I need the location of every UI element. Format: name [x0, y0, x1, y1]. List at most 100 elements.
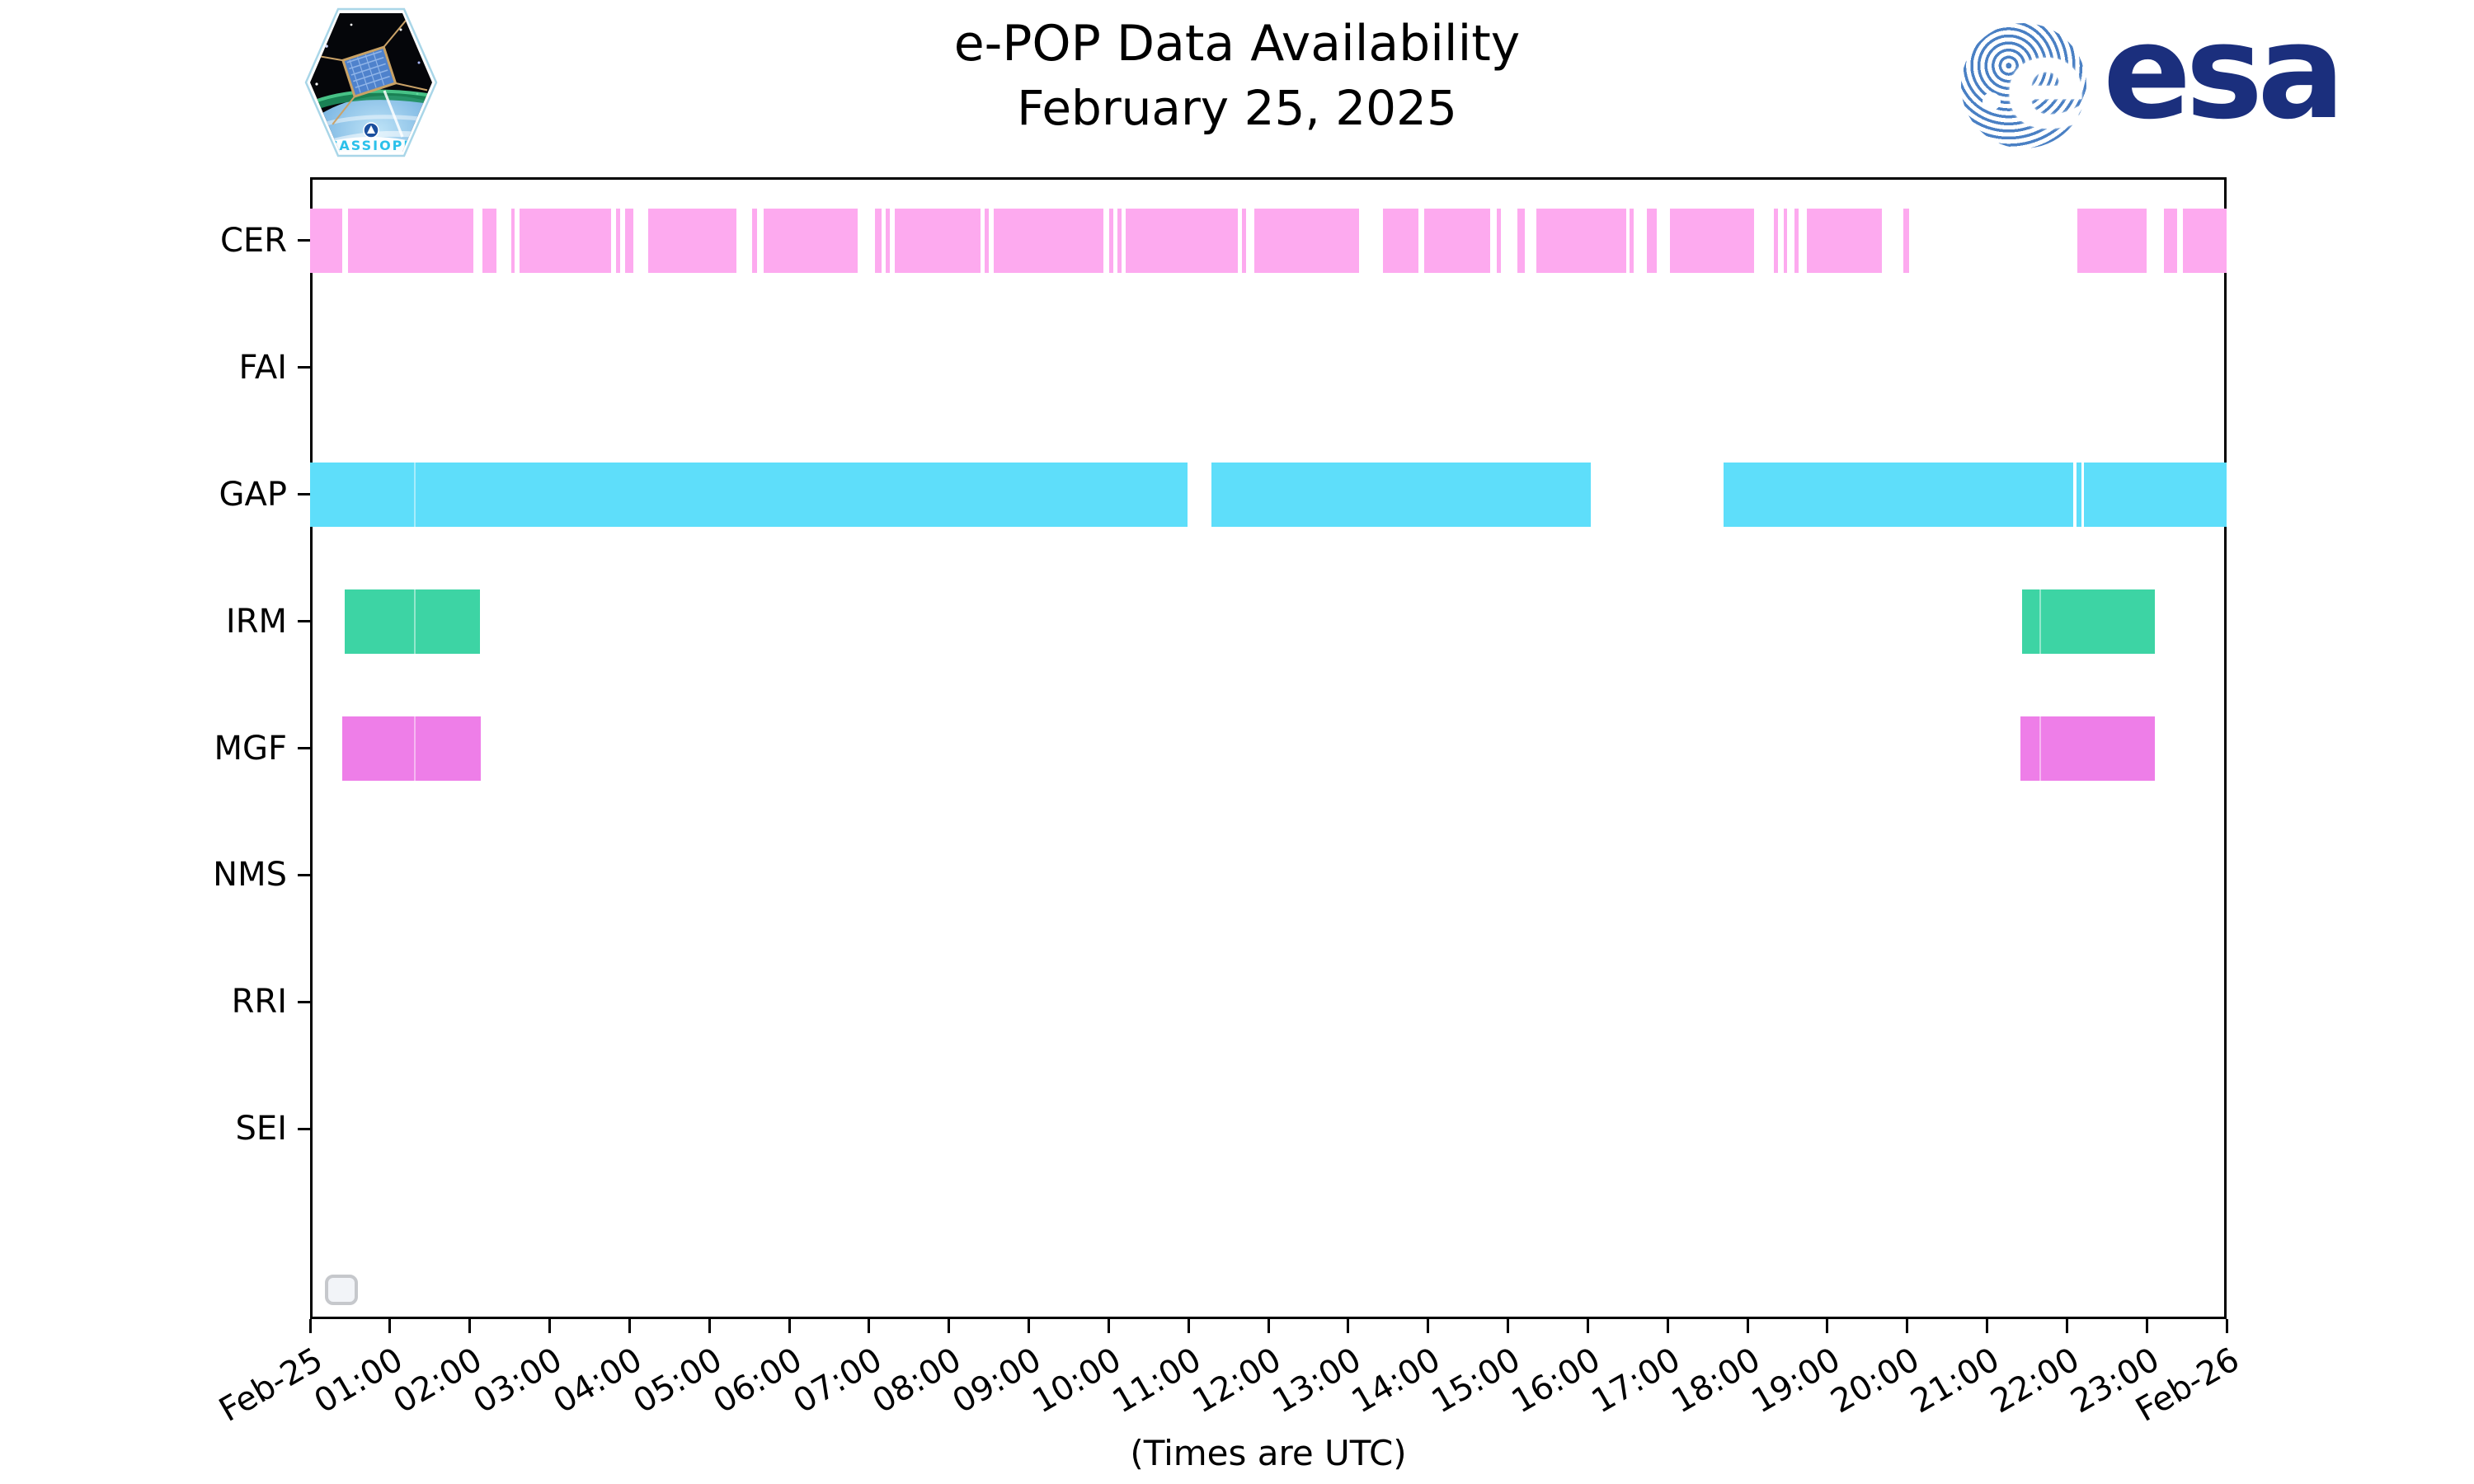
- x-tick-mark: [1187, 1319, 1190, 1333]
- segment-seam: [2039, 716, 2042, 781]
- x-tick-label: 15:00: [1425, 1341, 1527, 1421]
- availability-segment-CER: [625, 208, 634, 273]
- availability-segment-MGF: [2040, 716, 2155, 781]
- availability-segment-IRM: [414, 589, 481, 654]
- y-tick-mark: [298, 620, 310, 623]
- x-tick-mark: [1267, 1319, 1270, 1333]
- availability-segment-CER: [1242, 208, 1246, 273]
- availability-segment-CER: [1773, 208, 1778, 273]
- availability-segment-CER: [482, 208, 496, 273]
- availability-segment-CER: [1646, 208, 1657, 273]
- availability-segment-CER: [1117, 208, 1122, 273]
- availability-segment-GAP: [1211, 462, 1592, 527]
- x-tick-mark: [2225, 1319, 2228, 1333]
- x-tick-mark: [788, 1319, 791, 1333]
- y-tick-mark: [298, 1127, 310, 1130]
- cassiope-mission-patch: CASSIOPE: [304, 7, 438, 157]
- availability-segment-IRM: [344, 589, 415, 654]
- patch-satellite: [311, 17, 428, 125]
- esa-globe-e: e: [2004, 13, 2088, 157]
- y-tick-mark: [298, 239, 310, 242]
- esa-wordmark: esa: [2103, 0, 2345, 148]
- availability-segment-CER: [1109, 208, 1114, 273]
- x-tick-label: 19:00: [1744, 1341, 1846, 1421]
- corner-widget-button[interactable]: [325, 1275, 358, 1305]
- x-tick-label: 14:00: [1345, 1341, 1447, 1421]
- availability-segment-CER: [1536, 208, 1626, 273]
- esa-logo: e esa: [1961, 0, 2345, 157]
- x-tick-mark: [468, 1319, 472, 1333]
- x-tick-label: 06:00: [707, 1341, 808, 1421]
- x-tick-label: 22:00: [1984, 1341, 2086, 1421]
- x-tick-label: 03:00: [467, 1341, 569, 1421]
- availability-segment-GAP: [1723, 462, 2074, 527]
- availability-segment-CER: [1903, 208, 1909, 273]
- availability-segment-CER: [993, 208, 1103, 273]
- x-tick-label: 17:00: [1585, 1341, 1687, 1421]
- x-tick-mark: [1906, 1319, 1909, 1333]
- availability-segment-CER: [886, 208, 890, 273]
- y-tick-label-CER: CER: [220, 221, 287, 260]
- availability-segment-GAP: [2083, 462, 2227, 527]
- x-tick-mark: [708, 1319, 711, 1333]
- x-tick-mark: [1507, 1319, 1509, 1333]
- y-tick-label-SEI: SEI: [235, 1110, 287, 1148]
- availability-segment-CER: [511, 208, 515, 273]
- esa-globe-dot: [1982, 92, 2001, 110]
- y-tick-label-MGF: MGF: [214, 729, 287, 768]
- availability-segment-CER: [1794, 208, 1799, 273]
- availability-segment-CER: [647, 208, 737, 273]
- x-tick-mark: [1986, 1319, 1988, 1333]
- availability-segment-GAP: [414, 462, 1188, 527]
- segment-seam: [413, 716, 416, 781]
- availability-segment-CER: [615, 208, 620, 273]
- x-tick-mark: [1826, 1319, 1829, 1333]
- availability-segment-CER: [985, 208, 990, 273]
- x-tick-mark: [2065, 1319, 2068, 1333]
- x-tick-mark: [1427, 1319, 1430, 1333]
- y-tick-label-GAP: GAP: [219, 475, 287, 514]
- patch-beam: [383, 90, 404, 138]
- availability-segment-MGF: [2020, 716, 2041, 781]
- y-tick-label-FAI: FAI: [238, 348, 288, 387]
- x-tick-label: 12:00: [1186, 1341, 1287, 1421]
- x-tick-label: 09:00: [946, 1341, 1048, 1421]
- x-tick-label: 21:00: [1904, 1341, 2006, 1421]
- x-tick-mark: [628, 1319, 631, 1333]
- availability-segment-CER: [894, 208, 981, 273]
- plot-area: [310, 177, 2227, 1319]
- availability-segment-CER: [1253, 208, 1360, 273]
- availability-segment-CER: [2163, 208, 2177, 273]
- y-tick-label-IRM: IRM: [225, 602, 287, 641]
- chart-subtitle: February 25, 2025: [1017, 80, 1457, 137]
- availability-segment-CER: [1806, 208, 1882, 273]
- x-tick-label: 08:00: [866, 1341, 968, 1421]
- x-tick-label: 10:00: [1026, 1341, 1128, 1421]
- x-tick-label: 11:00: [1106, 1341, 1208, 1421]
- y-tick-mark: [298, 493, 310, 496]
- availability-segment-MGF: [341, 716, 415, 781]
- x-tick-mark: [1107, 1319, 1110, 1333]
- x-tick-label: 20:00: [1824, 1341, 1926, 1421]
- x-axis-label: (Times are UTC): [1130, 1433, 1407, 1473]
- x-tick-label: 02:00: [387, 1341, 489, 1421]
- segment-seam: [2039, 589, 2042, 654]
- x-tick-mark: [948, 1319, 951, 1333]
- y-tick-label-RRI: RRI: [231, 983, 287, 1021]
- availability-segment-CER: [519, 208, 612, 273]
- segment-seam: [413, 589, 416, 654]
- y-tick-mark: [298, 747, 310, 749]
- availability-segment-CER: [1383, 208, 1419, 273]
- availability-segment-IRM: [2040, 589, 2155, 654]
- y-tick-mark: [298, 366, 310, 369]
- x-tick-mark: [308, 1319, 312, 1333]
- x-tick-mark: [388, 1319, 392, 1333]
- esa-globe-icon: e: [1961, 13, 2088, 157]
- x-tick-mark: [548, 1319, 551, 1333]
- availability-segment-MGF: [414, 716, 482, 781]
- availability-segment-CER: [1125, 208, 1239, 273]
- availability-segment-CER: [752, 208, 758, 273]
- x-tick-label: 07:00: [786, 1341, 888, 1421]
- y-tick-mark: [298, 873, 310, 876]
